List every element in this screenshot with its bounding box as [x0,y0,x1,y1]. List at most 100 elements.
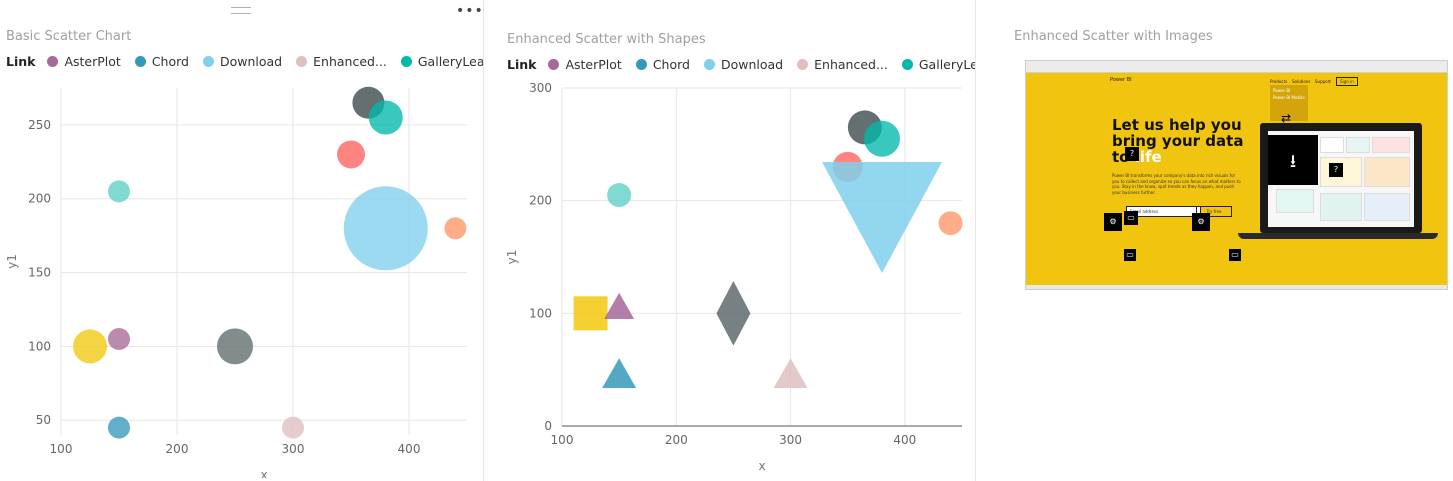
menu-item: Power BI Mobile [1273,95,1305,100]
data-point [337,140,365,169]
enhanced-scatter-images-panel[interactable]: Enhanced Scatter with Images Power BI Pr… [976,0,1453,481]
data-point [368,100,403,135]
share-icon: ⇄ [1280,111,1292,125]
menu-item: Power BI [1273,88,1291,93]
y-tick-label: 200 [529,194,552,208]
browser-bar [1026,61,1447,73]
legend-marker [703,59,715,70]
website-screenshot-image: Power BI Products Solutions Support Sign… [1025,60,1448,290]
basic-scatter-panel[interactable]: ••• Basic Scatter Chart Link AsterPlot Ch… [0,0,520,481]
data-point [607,183,632,208]
data-point [343,186,428,271]
window-image-marker: ▭ [1229,249,1241,261]
x-axis-label: x [758,459,765,473]
panel-title: Enhanced Scatter with Images [1014,29,1213,44]
data-point [822,162,942,274]
gear-image-marker: ⚙ [1104,213,1122,231]
drag-handle-icon[interactable] [231,7,251,14]
x-tick-label: 200 [166,442,189,456]
data-point [282,416,304,439]
panel-title: Basic Scatter Chart [6,29,132,44]
dropdown-menu: Power BI Power BI Mobile [1270,85,1308,121]
dashboard-tile [1346,137,1370,153]
headline-line: Let us help you [1112,116,1242,134]
x-tick-label: 100 [551,433,574,447]
headline-line: bring your data [1112,132,1244,150]
legend: Link AsterPlot Chord Download Enhanced... Ga… [6,54,520,69]
nav-solutions: Solutions [1292,79,1311,84]
headline-highlight: life [1134,148,1162,166]
window-image-marker: ▭ [1124,211,1138,225]
scatter-chart[interactable]: 50 100 150 200 250 100 200 300 400 x y1 [0,78,482,478]
data-point [217,328,253,365]
x-tick-label: 300 [282,442,305,456]
legend-marker [797,59,809,70]
legend-label: Chord [652,57,690,72]
legend-item[interactable]: AsterPlot [47,54,121,69]
legend-marker [202,56,214,67]
signin-button: Sign in [1336,77,1358,86]
dashboard-tile [1276,189,1314,213]
legend-marker [296,56,308,67]
dashboard-tile [1372,137,1410,153]
legend-item[interactable]: AsterPlot [548,57,622,72]
legend-marker [134,56,146,67]
nav-products: Products [1270,79,1288,84]
legend: Link AsterPlot Chord Download Enhanced... Ga… [507,57,1011,72]
y-tick-label: 0 [544,419,552,433]
legend-item[interactable]: Chord [134,54,189,69]
y-tick-label: 100 [28,339,51,353]
browser-status-bar [1026,285,1447,289]
enhanced-scatter-shapes-panel[interactable]: Enhanced Scatter with Shapes Link AsterP… [484,0,997,481]
window-image-marker: ▭ [1124,249,1136,261]
x-tick-label: 200 [665,433,688,447]
x-axis-label: x [260,468,267,478]
dashboard-tile [1364,193,1410,221]
data-point [73,329,107,364]
legend-marker [548,59,560,70]
y-axis-label: y1 [505,250,519,265]
legend-item[interactable]: Download [202,54,283,69]
download-icon: ⭳ [1289,151,1297,172]
data-point [864,120,900,157]
brand-logo: Power BI [1110,77,1132,83]
x-tick-label: 400 [893,433,916,447]
help-image-marker: ? [1329,163,1343,177]
panel-divider [483,0,484,481]
legend-label: AsterPlot [565,57,622,72]
data-point [604,292,635,319]
panel-title: Enhanced Scatter with Shapes [507,32,706,47]
x-tick-label: 400 [398,442,421,456]
panel-divider [975,0,976,481]
laptop-base [1238,233,1438,239]
download-image-marker: ⭳ [1268,135,1318,185]
dashboard-tile [1320,193,1362,221]
data-point [716,281,751,346]
x-tick-label: 100 [50,442,73,456]
legend-title: Link [507,57,537,72]
legend-label: Enhanced... [313,54,387,69]
legend-item[interactable]: Enhanced... [797,57,888,72]
legend-item[interactable]: Enhanced... [296,54,387,69]
y-tick-label: 200 [28,192,51,206]
legend-item[interactable]: Chord [635,57,690,72]
legend-label: AsterPlot [64,54,121,69]
data-point [444,217,467,240]
help-image-marker: ? [1125,147,1139,161]
legend-label: Download [720,57,784,72]
legend-label: GalleryLea... [417,54,497,69]
legend-label: Download [219,54,283,69]
more-options-icon[interactable]: ••• [456,3,484,19]
data-point [573,296,608,331]
legend-item[interactable]: GalleryLea... [400,54,497,69]
data-point [773,358,808,389]
legend-marker [901,59,913,70]
x-tick-label: 300 [779,433,802,447]
y-tick-label: 250 [28,118,51,132]
dashboard-tile [1320,137,1344,153]
y-tick-label: 100 [529,306,552,320]
try-free-button: Try free [1196,206,1232,217]
legend-item[interactable]: Download [703,57,784,72]
gear-image-marker: ⚙ [1192,213,1210,231]
